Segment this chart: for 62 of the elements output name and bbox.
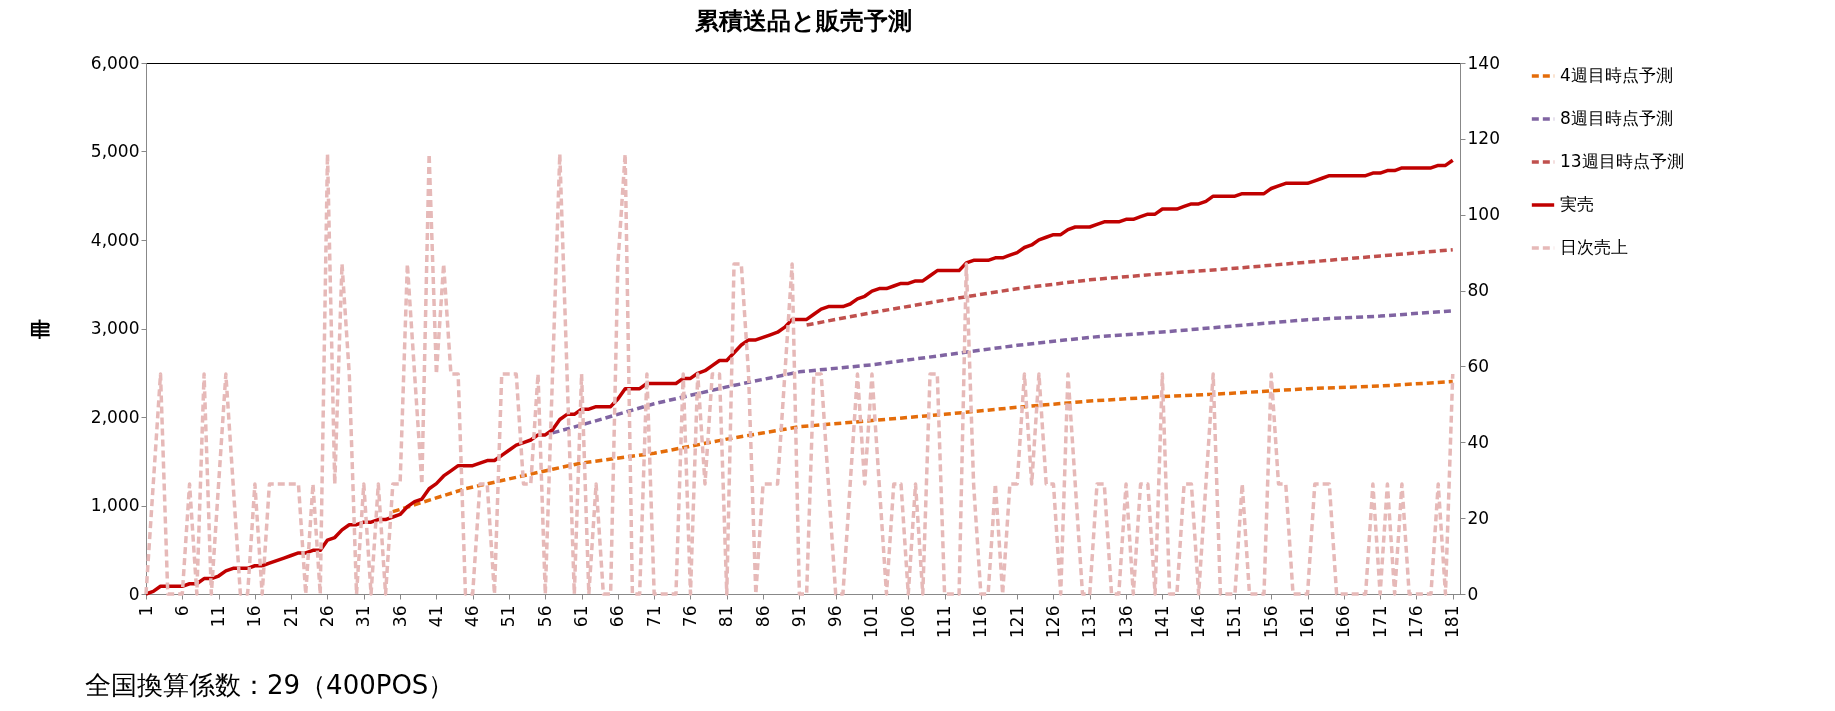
legend-label: 8週目時点予測: [1560, 108, 1673, 128]
x-tick-label: 136: [1115, 605, 1136, 638]
x-tick-label: 101: [861, 605, 882, 638]
x-tick-label: 171: [1369, 605, 1390, 638]
x-tick-label: 126: [1042, 605, 1063, 638]
legend-label: 日次売上: [1560, 237, 1628, 257]
x-tick-label: 1: [135, 605, 156, 617]
x-tick-label: 31: [353, 605, 374, 628]
y-tick-label: 0: [128, 583, 140, 604]
y2-tick-label: 140: [1467, 52, 1500, 73]
x-tick-label: 36: [389, 605, 410, 628]
legend-label: 実売: [1560, 194, 1594, 214]
y2-tick-label: 0: [1467, 583, 1479, 604]
x-tick-label: 66: [607, 605, 628, 628]
y2-tick-label: 20: [1467, 507, 1490, 528]
x-tick-label: 76: [679, 605, 700, 628]
x-tick-label: 131: [1079, 605, 1100, 638]
x-tick-label: 81: [716, 605, 737, 628]
y-tick-label: 3,000: [90, 318, 140, 338]
legend-label: 13週目時点予測: [1560, 151, 1684, 171]
x-tick-label: 161: [1297, 605, 1318, 638]
line-series: [804, 247, 1455, 327]
x-tick-label: 21: [280, 605, 301, 628]
y-tick-label: 6,000: [90, 52, 140, 73]
x-tick-label: 106: [897, 605, 918, 638]
x-tick-label: 86: [752, 605, 773, 628]
x-tick-label: 96: [825, 605, 846, 628]
x-tick-label: 6: [171, 605, 192, 617]
x-tick-label: 156: [1260, 605, 1281, 638]
x-tick-label: 111: [934, 605, 955, 638]
y-tick-label: 1,000: [90, 495, 140, 515]
x-tick-label: 41: [425, 605, 446, 628]
legend-label: 4週目時点予測: [1560, 65, 1673, 85]
y-tick-label: 2,000: [90, 406, 140, 427]
x-tick-label: 11: [208, 605, 229, 628]
text: 全国換算係数：29（400POS）: [85, 669, 455, 702]
x-tick-label: 16: [244, 605, 265, 628]
y-tick-label: 4,000: [90, 229, 140, 250]
x-tick-label: 166: [1333, 605, 1354, 638]
x-tick-label: 61: [571, 605, 592, 628]
x-tick-label: 51: [498, 605, 519, 628]
y2-tick-label: 40: [1467, 431, 1490, 452]
x-tick-label: 26: [316, 605, 337, 628]
x-tick-label: 46: [462, 605, 483, 628]
y2-tick-label: 100: [1467, 204, 1500, 225]
x-tick-label: 56: [534, 605, 555, 628]
y2-tick-label: 60: [1467, 355, 1490, 376]
x-tick-label: 121: [1006, 605, 1027, 638]
x-tick-label: 91: [788, 605, 809, 628]
line-series: [391, 379, 1455, 514]
chart-title: 累積送品と販売予測: [693, 7, 912, 35]
x-tick-label: 146: [1188, 605, 1209, 638]
y2-tick-label: 80: [1467, 280, 1490, 301]
x-tick-label: 71: [643, 605, 664, 628]
y2-tick-label: 120: [1467, 128, 1500, 149]
y-tick-label: 5,000: [90, 141, 140, 161]
x-tick-label: 181: [1442, 605, 1463, 638]
x-tick-label: 141: [1151, 605, 1172, 638]
y-axis-title: 冊: [27, 319, 52, 340]
x-tick-label: 116: [970, 605, 991, 638]
x-tick-label: 176: [1405, 605, 1426, 638]
x-tick-label: 151: [1224, 605, 1245, 638]
